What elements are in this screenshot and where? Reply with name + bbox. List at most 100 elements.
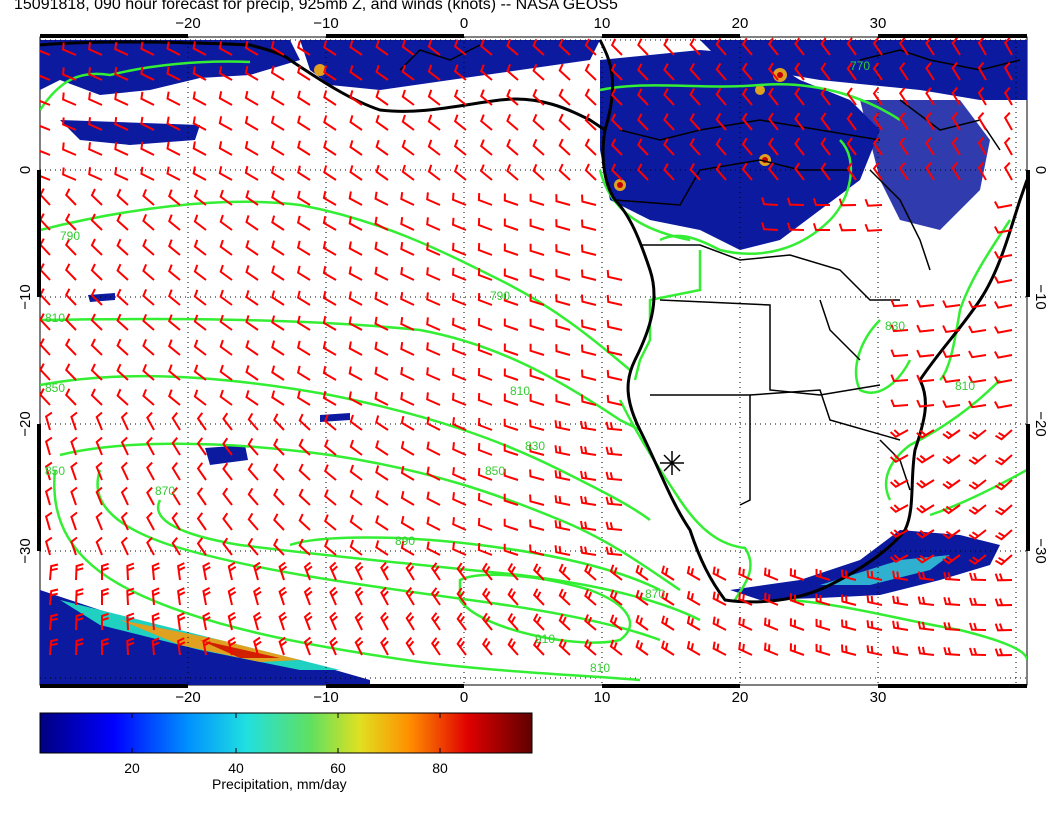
wind-barb [532, 613, 545, 631]
wind-barb [890, 299, 909, 308]
wind-barb [192, 141, 207, 156]
wind-barb [375, 64, 389, 81]
wind-barb [245, 190, 259, 206]
wind-barb [348, 216, 363, 231]
wind-barb [968, 350, 987, 359]
wind-barb [968, 454, 987, 465]
wind-barb [64, 288, 77, 306]
wind-barb [689, 113, 701, 131]
wind-barb [477, 467, 493, 481]
wind-barb [555, 319, 571, 331]
wind-barb [90, 213, 103, 231]
colorbar-tick-label: 60 [330, 760, 346, 776]
wind-barb [400, 316, 415, 331]
wind-barb [477, 268, 493, 281]
wind-barb [273, 513, 285, 531]
wind-barb [767, 37, 779, 56]
wind-barb [968, 504, 987, 515]
wind-barb [62, 67, 77, 81]
wind-barb [348, 241, 363, 256]
wind-barb [64, 338, 77, 356]
wind-barb [506, 89, 519, 106]
wind-barb [322, 265, 337, 281]
wind-barb [741, 87, 753, 106]
wind-barb [977, 87, 987, 106]
wind-barb [375, 89, 389, 106]
wind-barb [426, 192, 441, 206]
colorbar-tick-label: 20 [124, 760, 140, 776]
contour-label: 810 [45, 311, 65, 325]
wind-barb [451, 292, 467, 306]
wind-barb [916, 529, 935, 539]
wind-barb [116, 388, 129, 406]
wind-barb [663, 88, 675, 106]
wind-barb [994, 429, 1013, 441]
wind-barb [741, 162, 753, 181]
wind-barb [64, 188, 77, 206]
wind-barb [380, 611, 389, 631]
wind-barb [529, 368, 545, 381]
axis-bars [37, 34, 1030, 688]
wind-barb [1003, 137, 1013, 156]
wind-barb [177, 562, 186, 581]
wind-barb [635, 639, 649, 656]
wind-barb [426, 292, 441, 306]
wind-barb [815, 643, 831, 656]
wind-barb [405, 612, 415, 631]
wind-barb [296, 190, 311, 206]
wind-barb [348, 266, 363, 281]
wind-barb [1003, 162, 1013, 181]
wind-barb [529, 243, 545, 256]
wind-barb [168, 289, 181, 306]
wind-barb [140, 66, 155, 81]
wind-barb [116, 288, 129, 306]
wind-barb [374, 291, 389, 306]
wind-barb [324, 464, 337, 481]
wind-barb [712, 616, 727, 631]
wind-barb [298, 413, 311, 431]
wind-barb [481, 587, 493, 606]
wind-barb [994, 326, 1013, 334]
wind-barb [375, 440, 389, 456]
wind-barb [296, 365, 311, 381]
wind-barb [529, 293, 545, 306]
wind-barb [88, 142, 103, 156]
wind-barb [994, 376, 1013, 384]
wind-barb [767, 62, 779, 81]
wind-barb [142, 264, 155, 281]
wind-barb [405, 637, 415, 656]
wind-barb [64, 238, 77, 256]
wind-barb [49, 613, 59, 631]
wind-barb [244, 140, 259, 156]
wind-barb [977, 112, 987, 131]
wind-barb [503, 543, 519, 556]
wind-barb [761, 197, 779, 206]
wind-barb [846, 62, 857, 81]
wind-barb [349, 40, 363, 56]
wind-barb [558, 613, 571, 631]
wind-barb [380, 561, 389, 581]
wind-barb [273, 538, 285, 556]
wind-barb [794, 62, 805, 81]
wind-barb [348, 316, 363, 331]
wind-barb [177, 637, 186, 656]
wind-barb [916, 454, 935, 464]
wind-barb [101, 587, 109, 605]
wind-barb [90, 188, 103, 206]
wind-barb [151, 562, 160, 581]
wind-barb [661, 640, 675, 656]
wind-barb [427, 139, 441, 156]
wind-barb [925, 137, 935, 156]
wind-barb [503, 343, 519, 356]
lon-tick-label: 0 [460, 15, 468, 32]
wind-barb [794, 162, 805, 181]
wind-barb [968, 529, 987, 540]
wind-barb [820, 62, 831, 81]
lon-tick-label: 10 [594, 689, 611, 706]
wind-barb [994, 454, 1013, 466]
wind-barb [841, 619, 857, 631]
wind-barb [763, 642, 779, 656]
wind-barb [247, 537, 259, 556]
wind-barb [426, 317, 441, 331]
wind-barb [581, 369, 597, 381]
